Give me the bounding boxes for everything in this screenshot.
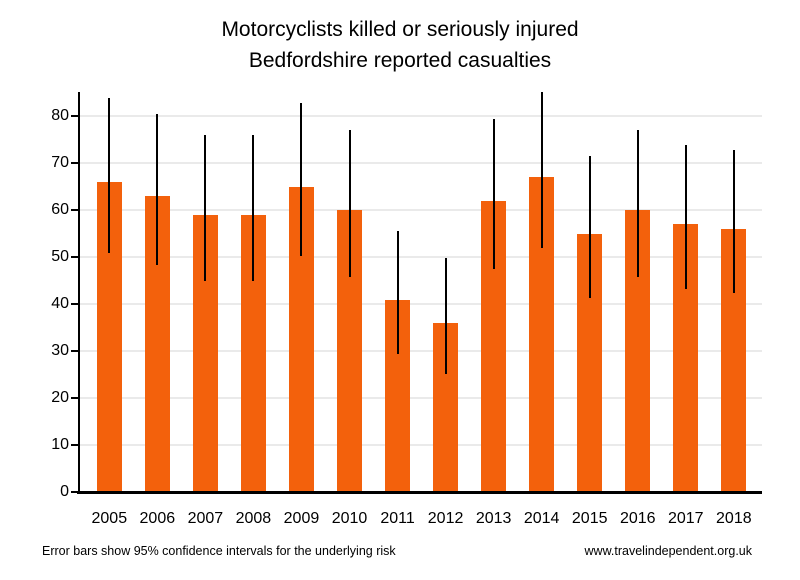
chart-title-line2: Bedfordshire reported casualties — [248, 49, 552, 72]
y-axis-label: 20 — [51, 389, 69, 407]
x-axis-label: 2007 — [187, 510, 224, 527]
gridline — [79, 256, 762, 259]
error-bar — [348, 129, 351, 277]
error-bar-note: Error bars show 95% confidence intervals… — [42, 544, 396, 558]
x-axis-label: 2014 — [523, 510, 560, 527]
x-axis-label: 2008 — [235, 510, 272, 527]
x-axis-label: 2013 — [475, 510, 512, 527]
gridline — [79, 397, 762, 400]
error-bar — [732, 150, 735, 294]
y-axis-tick — [70, 209, 79, 212]
y-axis-label: 60 — [51, 201, 69, 219]
x-axis-label: 2017 — [667, 510, 704, 527]
error-bar — [300, 102, 303, 257]
x-axis-line — [77, 490, 762, 494]
x-axis-label: 2010 — [331, 510, 368, 527]
y-axis-label: 10 — [51, 436, 69, 454]
y-axis-label: 40 — [51, 295, 69, 313]
gridline — [79, 444, 762, 447]
y-axis-label: 50 — [51, 248, 69, 266]
x-axis-label: 2018 — [716, 510, 752, 527]
y-axis-tick — [70, 115, 79, 118]
y-axis-tick — [70, 491, 79, 493]
x-axis-label: 2006 — [139, 510, 176, 527]
y-axis-tick — [70, 303, 79, 306]
error-bar — [108, 97, 111, 253]
error-bar — [444, 258, 447, 374]
y-axis-line — [77, 92, 80, 494]
y-axis-label: 70 — [51, 154, 69, 172]
y-axis-label: 0 — [60, 483, 69, 500]
gridline — [79, 115, 762, 118]
error-bar — [540, 92, 543, 249]
x-axis-label: 2016 — [619, 510, 656, 527]
error-bar — [588, 155, 591, 298]
x-axis-label: 2009 — [283, 510, 320, 527]
x-axis-label: 2015 — [571, 510, 608, 527]
gridline — [79, 209, 762, 212]
y-axis-label: 30 — [51, 342, 69, 360]
gridline — [79, 350, 762, 353]
y-axis-tick — [70, 350, 79, 353]
gridline — [79, 303, 762, 306]
error-bar — [204, 134, 207, 282]
error-bar — [684, 145, 687, 290]
x-axis-label: 2011 — [380, 510, 415, 527]
y-axis-label: 80 — [51, 107, 69, 125]
chart-title: Motorcyclists killed or seriously injure… — [0, 14, 800, 76]
error-bar — [396, 230, 399, 354]
gridline — [79, 162, 762, 165]
y-axis-tick — [70, 162, 79, 165]
error-bar — [492, 118, 495, 269]
x-axis-label: 2005 — [91, 510, 128, 527]
website-credit: www.travelindependent.org.uk — [584, 544, 752, 558]
error-bar — [252, 134, 255, 282]
y-axis-tick — [70, 256, 79, 259]
chart-title-line1: Motorcyclists killed or seriously injure… — [221, 18, 579, 41]
error-bar — [636, 129, 639, 277]
x-axis-label: 2012 — [427, 510, 464, 527]
y-axis-tick — [70, 397, 79, 400]
error-bar — [156, 113, 159, 265]
y-axis-tick — [70, 444, 79, 447]
